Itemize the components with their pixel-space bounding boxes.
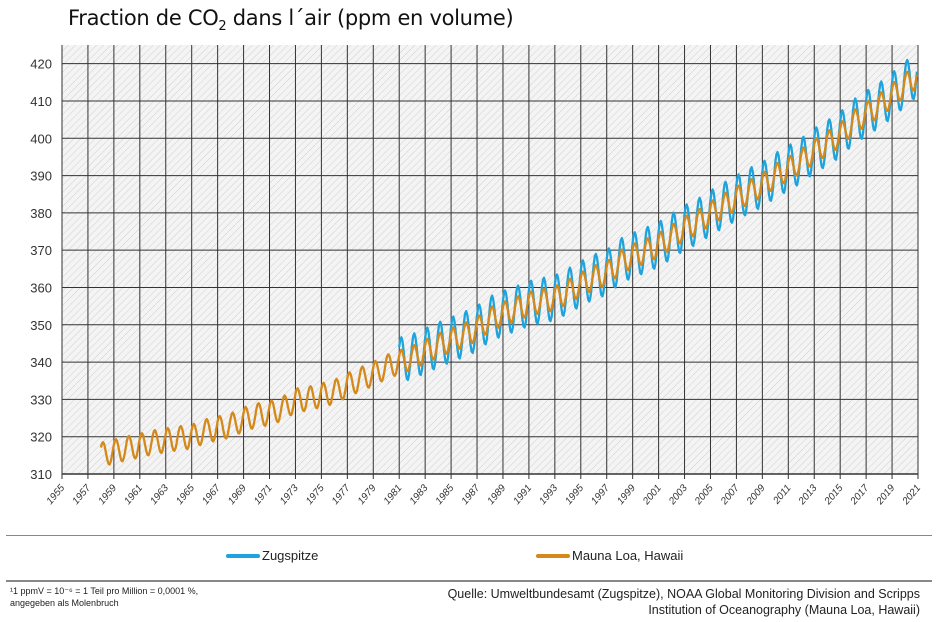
x-tick-label: 2015	[822, 483, 846, 508]
plot-background	[62, 45, 918, 474]
x-tick-label: 1989	[486, 483, 509, 507]
x-tick-label: 1981	[382, 483, 405, 507]
x-tick-label: 2017	[848, 483, 872, 508]
y-tick-label: 340	[30, 355, 52, 370]
legend-label: Mauna Loa, Hawaii	[572, 548, 684, 563]
y-tick-label: 380	[30, 206, 52, 221]
x-tick-label: 1995	[563, 483, 586, 507]
legend-zugspitze: Zugspitze	[226, 548, 318, 563]
source-line: Institution of Oceanography (Mauna Loa, …	[648, 603, 920, 617]
x-tick-label: 2011	[771, 483, 794, 507]
legend-label: Zugspitze	[262, 548, 319, 563]
y-tick-label: 410	[30, 94, 52, 109]
title-subscript: 2	[218, 19, 227, 35]
source-note: Quelle: Umweltbundesamt (Zugspitze), NOA…	[448, 586, 920, 618]
x-tick-label: 2001	[641, 483, 664, 508]
x-tick-label: 1967	[200, 483, 223, 507]
x-tick-label: 1983	[408, 483, 431, 507]
x-tick-label: 1963	[148, 483, 171, 507]
x-tick-label: 2009	[744, 483, 768, 508]
y-tick-label: 310	[30, 467, 52, 482]
y-tick-label: 330	[30, 392, 52, 407]
x-tick-label: 1969	[226, 483, 249, 507]
x-tick-label: 1997	[589, 483, 612, 507]
x-tick-label: 2013	[796, 483, 820, 508]
x-tick-label: 1957	[71, 483, 94, 507]
x-tick-label: 1975	[304, 483, 327, 507]
x-tick-label: 2007	[718, 483, 742, 508]
x-tick-label: 1977	[330, 483, 353, 507]
x-tick-label: 1979	[356, 483, 379, 507]
x-tick-label: 1965	[174, 483, 197, 507]
series-line-mauna-loa-hawaii	[99, 70, 919, 466]
title-text-end: dans l´air (ppm en volume)	[226, 6, 514, 30]
x-tick-label: 1971	[252, 483, 275, 507]
x-tick-label: 2003	[666, 483, 690, 508]
source-line: Quelle: Umweltbundesamt (Zugspitze), NOA…	[447, 587, 920, 601]
y-tick-label: 400	[30, 131, 52, 146]
x-tick-label: 1961	[122, 483, 145, 507]
x-tick-label: 1987	[460, 483, 483, 507]
divider	[6, 535, 932, 536]
y-tick-label: 420	[30, 57, 52, 72]
chart-title: Fraction de CO2 dans l´air (ppm en volum…	[68, 6, 514, 35]
x-tick-label: 1985	[434, 483, 457, 507]
y-tick-label: 350	[30, 318, 52, 333]
divider	[6, 580, 932, 582]
y-tick-label: 320	[30, 430, 52, 445]
footnote: ¹1 ppmV = 10⁻⁶ = 1 Teil pro Million = 0,…	[10, 586, 199, 596]
x-tick-label: 1955	[45, 483, 68, 507]
x-tick-label: 2021	[900, 483, 923, 508]
footnote: angegeben als Molenbruch	[10, 598, 119, 608]
title-text: Fraction de CO	[68, 6, 219, 30]
x-tick-label: 1973	[278, 483, 301, 507]
legend-swatch	[226, 553, 260, 558]
co2-chart: 310 320 330 340 350 360 370 380 390 400 410 420 1955…	[30, 45, 923, 508]
y-tick-label: 360	[30, 280, 52, 295]
x-tick-label: 2005	[692, 483, 716, 508]
y-tick-label: 390	[30, 169, 52, 184]
legend-swatch	[536, 553, 570, 558]
legend-mauna-loa: Mauna Loa, Hawaii	[536, 548, 683, 563]
x-tick-label: 2019	[874, 483, 898, 508]
y-tick-label: 370	[30, 243, 52, 258]
x-tick-label: 1993	[537, 483, 560, 507]
x-tick-label: 1991	[511, 483, 534, 507]
x-tick-label: 1959	[96, 483, 119, 507]
x-tick-label: 1999	[615, 483, 638, 507]
